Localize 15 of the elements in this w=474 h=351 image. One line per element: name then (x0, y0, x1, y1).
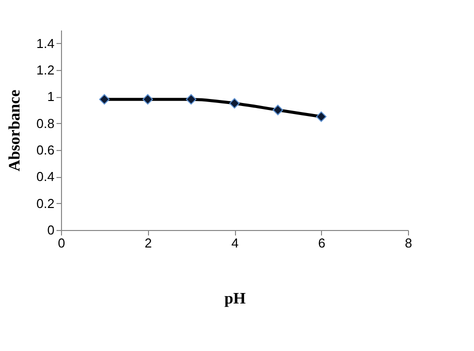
x-tick-label: 2 (144, 236, 152, 250)
y-tick-label: 0.4 (36, 169, 54, 184)
y-tick-label: 0.8 (36, 116, 54, 131)
x-tick-label: 4 (231, 236, 239, 250)
y-axis-title: Absorbance (6, 90, 24, 172)
y-tick-label: 0 (47, 222, 54, 238)
y-tick-label: 1.4 (36, 36, 54, 51)
y-tick-label: 0.6 (36, 142, 54, 158)
y-tick-label: 1.2 (36, 62, 54, 78)
x-tick-label: 0 (58, 236, 66, 250)
x-axis-title: pH (224, 290, 246, 308)
y-tick-label: 0.2 (36, 196, 54, 211)
x-tick-label: 6 (318, 236, 326, 250)
x-tick-label: 8 (404, 236, 412, 250)
y-tick-label: 1 (47, 89, 54, 104)
